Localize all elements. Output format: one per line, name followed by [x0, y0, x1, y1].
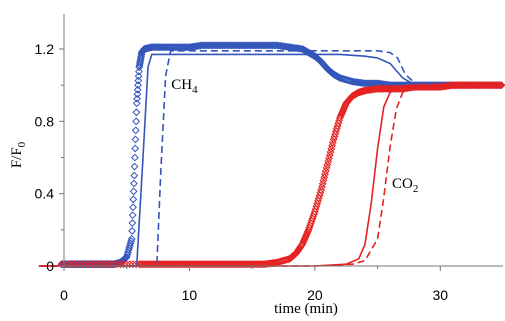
series-marker-0: [131, 135, 140, 144]
series-marker-0: [135, 67, 143, 76]
series-marker-0: [134, 81, 142, 90]
series-marker-1: [78, 260, 87, 269]
annotation-co2: CO2: [392, 176, 418, 195]
y-tick-label: 1.2: [35, 41, 55, 57]
series-marker-0: [130, 153, 139, 162]
series-marker-1: [67, 260, 76, 269]
series-marker-1: [318, 182, 326, 191]
series-marker-1: [326, 148, 335, 156]
series-marker-1: [328, 138, 337, 147]
y-axis-title: F/F0: [9, 141, 28, 168]
series-marker-1: [319, 176, 328, 185]
series-marker-1: [71, 260, 80, 269]
series-marker-1: [107, 260, 115, 269]
series-marker-0: [130, 171, 139, 180]
x-tick-label: 30: [432, 287, 448, 303]
series-marker-1: [327, 145, 336, 153]
y-axis-title-main: F/F: [9, 147, 25, 168]
series-marker-0: [130, 179, 138, 188]
series-marker-1: [119, 260, 128, 269]
series-marker-1: [318, 179, 327, 188]
x-tick-label: 0: [60, 287, 68, 303]
series-marker-0: [129, 203, 137, 212]
annotation-ch4: CH4: [171, 77, 198, 96]
series-marker-1: [88, 260, 97, 269]
series-marker-1: [325, 154, 333, 163]
series-marker-1: [91, 260, 100, 269]
series-marker-1: [322, 163, 331, 172]
annotation-ch4-sub: 4: [192, 84, 198, 96]
series-marker-1: [113, 260, 122, 269]
series-marker-0: [132, 117, 141, 126]
series-marker-0: [134, 72, 143, 81]
series-marker-0: [271, 41, 280, 50]
x-axis-title: time (min): [274, 301, 338, 317]
series-marker-1: [328, 141, 337, 150]
series-line-3: [38, 49, 503, 267]
series-marker-0: [128, 211, 137, 220]
y-tick-label: 0.4: [35, 186, 55, 202]
series-marker-0: [133, 90, 142, 99]
series-marker-1: [324, 157, 333, 166]
series-marker-0: [132, 99, 141, 108]
series-marker-0: [129, 187, 138, 196]
axes: [59, 14, 503, 271]
series-marker-0: [128, 219, 137, 227]
xtick-labels: 0 10 20 30: [60, 287, 448, 303]
series-marker-0: [127, 234, 136, 243]
series-marker-1: [64, 260, 73, 269]
series-marker-1: [100, 260, 109, 269]
series-marker-0: [130, 162, 139, 171]
series-marker-1: [97, 260, 106, 269]
series-marker-0: [128, 227, 136, 235]
series-marker-1: [85, 260, 93, 269]
series-marker-0: [134, 76, 143, 85]
x-tick-label: 10: [182, 287, 198, 303]
series-marker-1: [94, 260, 103, 269]
y-tick-label: 0: [46, 258, 54, 274]
series-marker-1: [110, 260, 119, 269]
series-line-4: [38, 84, 503, 267]
series-marker-0: [132, 108, 141, 117]
series-marker-1: [321, 167, 330, 175]
series-marker-0: [133, 94, 141, 103]
series-marker-1: [325, 151, 334, 160]
series-marker-1: [61, 260, 69, 269]
series-marker-1: [74, 260, 83, 269]
series-line-5: [38, 84, 503, 267]
series-marker-1: [497, 81, 505, 90]
series-marker-0: [131, 144, 140, 153]
annotation-co2-main: CO: [392, 176, 413, 192]
series-marker-0: [131, 126, 140, 135]
y-tick-label: 0.8: [35, 113, 55, 129]
series-marker-1: [321, 170, 329, 179]
plot-series: [38, 41, 505, 269]
series-marker-0: [129, 195, 138, 204]
x-tick-label: 20: [307, 287, 323, 303]
ytick-labels: 0 0.4 0.8 1.2: [35, 41, 55, 274]
annotation-co2-sub: 2: [413, 183, 419, 195]
series-marker-1: [116, 260, 125, 269]
series-marker-1: [125, 260, 134, 269]
series-marker-1: [129, 260, 137, 269]
series-marker-1: [323, 160, 332, 169]
series-marker-0: [133, 85, 142, 94]
series-marker-1: [494, 81, 503, 90]
y-axis-title-sub: 0: [16, 141, 28, 147]
series-marker-1: [320, 173, 329, 182]
series-line-2: [38, 53, 503, 267]
annotation-ch4-main: CH: [171, 77, 192, 93]
series-marker-1: [81, 260, 90, 269]
series-marker-1: [495, 81, 504, 90]
series-marker-1: [103, 260, 112, 269]
